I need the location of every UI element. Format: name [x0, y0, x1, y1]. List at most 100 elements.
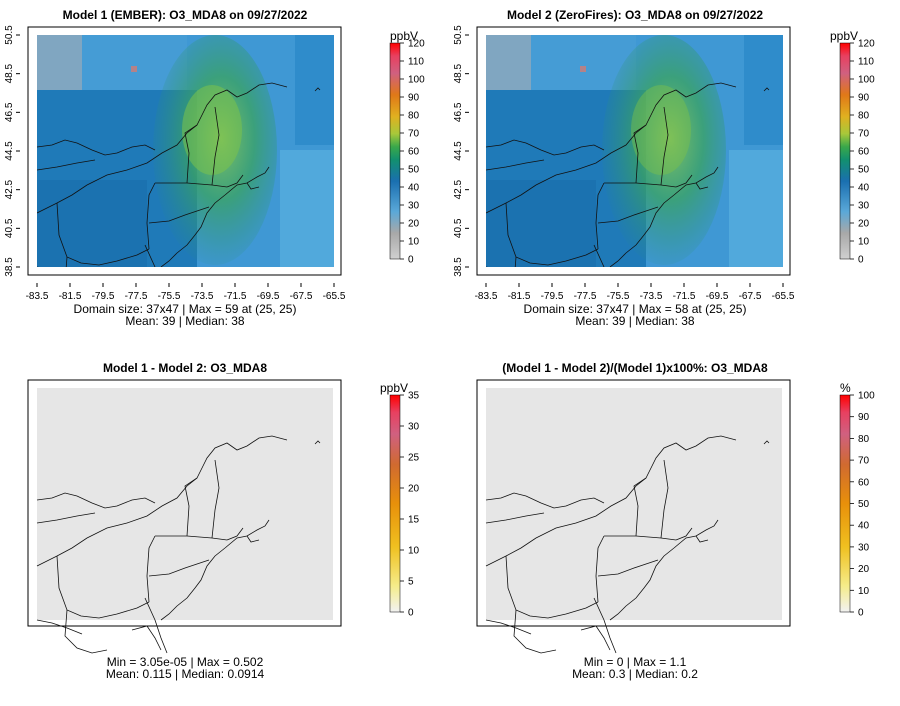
colorbar-tick-label: 80 — [858, 111, 870, 122]
map-boundary — [695, 535, 709, 543]
colorbar-tick-label: 70 — [858, 129, 870, 140]
x-tick-label: -75.5 — [158, 291, 181, 302]
colorbar-tick-label: 100 — [408, 75, 425, 86]
colorbar-tick-label: 40 — [858, 521, 870, 532]
colorbar-tick-label: 100 — [858, 391, 875, 402]
colorbar-tick-label: 50 — [858, 165, 870, 176]
colorbar-tick-label: 20 — [408, 219, 420, 230]
colorbar-tick-label: 90 — [858, 93, 870, 104]
x-tick-label: -67.5 — [290, 291, 313, 302]
colorbar-tick-label: 110 — [858, 57, 874, 68]
colorbar-tick-label: 20 — [408, 484, 420, 495]
colorbar-tick-label: 60 — [408, 147, 420, 158]
colorbar-tick-label: 15 — [408, 515, 420, 526]
map-boundary — [486, 266, 489, 267]
colorbar-tick-label: 0 — [408, 255, 414, 266]
map-boundary — [160, 194, 226, 267]
panel2-stats-line2: Mean: 39 | Median: 38 — [575, 314, 695, 328]
x-tick-label: -65.5 — [772, 291, 795, 302]
panel4-map — [485, 435, 770, 654]
map-boundary — [146, 535, 156, 603]
panel1-stats-line1: Domain size: 37x47 | Max = 59 at (25, 25… — [74, 302, 297, 316]
map-boundary — [660, 459, 669, 539]
colorbar-tick-label: 10 — [858, 586, 870, 597]
panel4-colorbar — [839, 394, 851, 613]
map-boundary — [595, 535, 605, 603]
map-boundary — [486, 159, 545, 171]
colorbar-tick-label: 10 — [408, 546, 420, 557]
map-boundary — [763, 440, 770, 445]
y-tick-label: 48.5 — [453, 63, 464, 83]
y-tick-label: 42.5 — [4, 179, 15, 199]
colorbar-tick-label: 20 — [858, 564, 870, 575]
panel3-colorbar-ticks: 0 5 10 15 20 25 30 35 — [400, 391, 420, 619]
map-boundary — [673, 519, 719, 549]
panel3-colorbar-unit: ppbV — [380, 381, 408, 395]
map-boundary — [184, 477, 198, 537]
map-boundary — [485, 619, 532, 635]
colorbar-tick-label: 60 — [858, 477, 870, 488]
y-tick-label: 44.5 — [453, 141, 464, 161]
x-tick-label: -71.5 — [673, 291, 696, 302]
panel2-y-axis: 38.5 40.5 42.5 44.5 46.5 48.5 50.5 — [453, 25, 469, 277]
map-boundary — [56, 202, 150, 266]
map-boundary — [675, 527, 693, 541]
x-tick-label: -79.5 — [541, 291, 564, 302]
panel3-title: Model 1 - Model 2: O3_MDA8 — [103, 361, 267, 375]
panel4-field — [486, 388, 782, 620]
y-tick-label: 42.5 — [453, 179, 464, 199]
panel4-stats-line2: Mean: 0.3 | Median: 0.2 — [572, 667, 698, 681]
panel2-colorbar-ticks: 0 10 20 30 40 50 60 70 80 90 100 110 120 — [850, 39, 875, 266]
map-boundary — [56, 555, 150, 619]
y-tick-label: 44.5 — [4, 141, 15, 161]
panel1-map — [37, 82, 321, 267]
x-tick-label: -77.5 — [574, 291, 597, 302]
map-boundary — [36, 435, 288, 567]
colorbar-tick-label: 10 — [408, 237, 420, 248]
map-boundary — [211, 106, 220, 186]
map-boundary — [146, 182, 156, 250]
map-boundary — [64, 609, 108, 654]
panel2-title: Model 2 (ZeroFires): O3_MDA8 on 09/27/20… — [507, 8, 763, 22]
panel4-title: (Model 1 - Model 2)/(Model 1)x100%: O3_M… — [502, 361, 768, 375]
map-boundary — [148, 206, 210, 224]
map-boundary — [184, 124, 198, 184]
map-boundary — [37, 159, 96, 171]
x-tick-label: -75.5 — [607, 291, 630, 302]
map-boundary — [37, 82, 288, 214]
map-boundary — [36, 619, 83, 635]
panel1-x-axis: -83.5 -81.5 -79.5 -77.5 -75.5 -73.5 -71.5 -69.5… — [26, 283, 346, 302]
y-tick-label: 50.5 — [4, 25, 15, 45]
map-boundary — [593, 244, 605, 267]
colorbar-tick-label: 0 — [408, 608, 414, 619]
map-boundary — [155, 535, 228, 541]
map-boundary — [314, 440, 321, 445]
map-boundary — [675, 174, 693, 188]
panel1-title: Model 1 (EMBER): O3_MDA8 on 09/27/2022 — [63, 8, 308, 22]
panel2-stats-line1: Domain size: 37x47 | Max = 58 at (25, 25… — [524, 302, 747, 316]
colorbar-tick-label: 0 — [858, 608, 864, 619]
map-boundary — [609, 194, 675, 267]
x-tick-label: -65.5 — [323, 291, 346, 302]
colorbar-tick-label: 30 — [408, 422, 420, 433]
map-boundary — [604, 182, 677, 188]
colorbar-tick-label: 70 — [408, 129, 420, 140]
x-tick-label: -69.5 — [706, 291, 729, 302]
map-boundary — [633, 477, 647, 537]
colorbar-tick-label: 30 — [858, 542, 870, 553]
x-tick-label: -73.5 — [191, 291, 214, 302]
map-boundary — [246, 535, 260, 543]
y-tick-label: 40.5 — [453, 218, 464, 238]
map-boundary — [593, 597, 617, 654]
panel3-field — [37, 388, 333, 620]
map-boundary — [604, 535, 677, 541]
panel1-y-axis: 38.5 40.5 42.5 44.5 46.5 48.5 50.5 — [4, 25, 20, 277]
map-boundary — [580, 625, 611, 651]
panel2-field — [486, 35, 783, 267]
x-tick-label: -71.5 — [224, 291, 247, 302]
colorbar-tick-label: 30 — [858, 201, 870, 212]
colorbar-tick-label: 30 — [408, 201, 420, 212]
colorbar-tick-label: 70 — [858, 456, 870, 467]
colorbar-tick-label: 100 — [858, 75, 875, 86]
